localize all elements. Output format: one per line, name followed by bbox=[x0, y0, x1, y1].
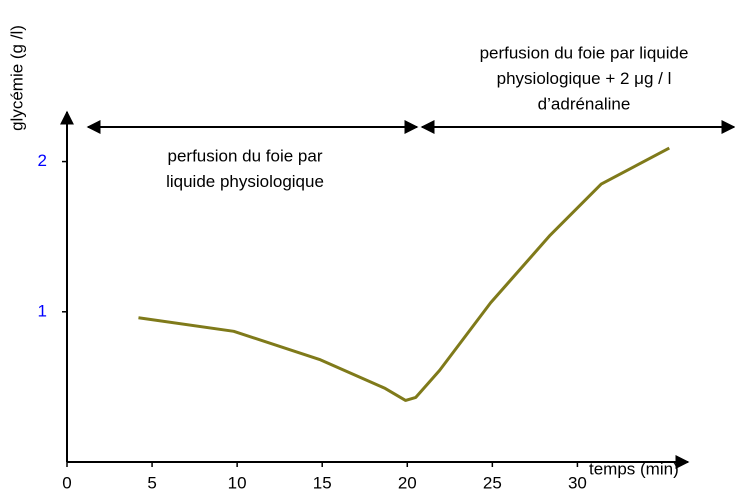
annotation: perfusion du foie par liquide bbox=[480, 43, 689, 62]
x-tick-label: 25 bbox=[483, 473, 502, 492]
y-tick-label: 2 bbox=[38, 151, 47, 170]
x-tick-label: 30 bbox=[568, 473, 587, 492]
x-tick-label: 0 bbox=[62, 473, 71, 492]
annotation: physiologique + 2 μg / l bbox=[497, 69, 672, 88]
data-line bbox=[138, 146, 670, 402]
x-tick-label: 10 bbox=[228, 473, 247, 492]
annotation: d’adrénaline bbox=[538, 94, 631, 113]
y-axis-label: glycémie (g /l) bbox=[7, 25, 26, 131]
annotation: perfusion du foie par bbox=[168, 146, 323, 165]
x-axis-label: temps (min) bbox=[589, 459, 679, 478]
y-tick-label: 1 bbox=[38, 301, 47, 320]
annotation: liquide physiologique bbox=[166, 172, 324, 191]
x-tick-label: 20 bbox=[398, 473, 417, 492]
x-tick-label: 15 bbox=[313, 473, 332, 492]
x-tick-label: 5 bbox=[147, 473, 156, 492]
